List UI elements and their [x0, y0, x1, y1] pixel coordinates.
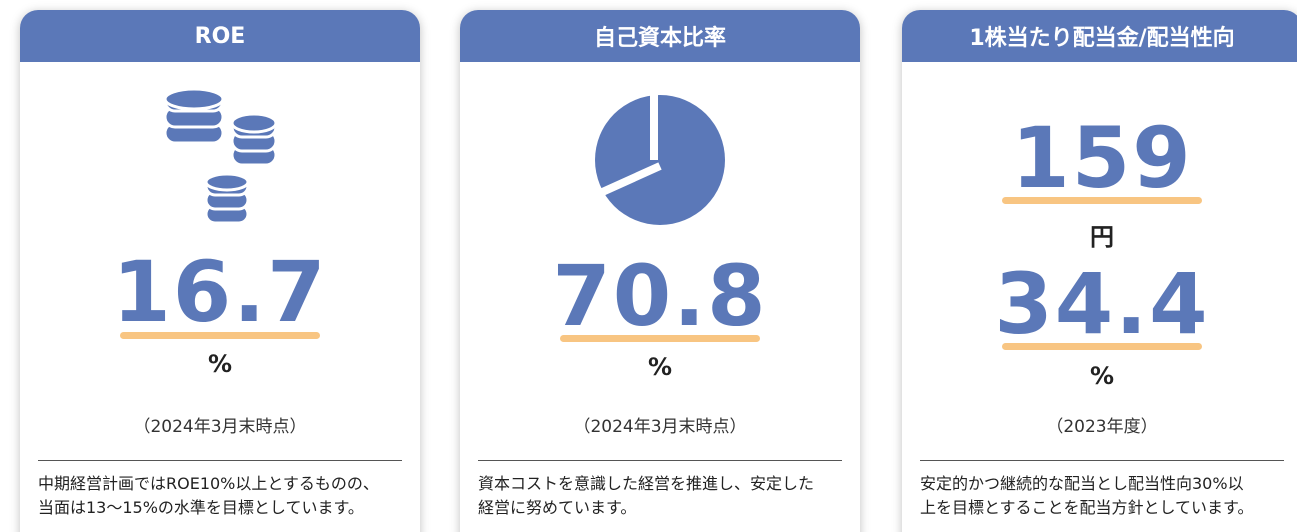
figure-value: 16.7: [112, 243, 328, 341]
description: 資本コストを意識した経営を推進し、安定した 経営に努めています。: [478, 472, 850, 520]
divider: [478, 460, 842, 461]
figure-value: 70.8: [552, 247, 768, 345]
description-line: 上を目標とすることを配当方針としています。: [920, 498, 1254, 517]
note: （2023年度）: [1046, 417, 1158, 437]
description-line: 当面は13～15%の水準を目標としています。: [38, 498, 364, 517]
card: 1株当たり配当金/配当性向 159 円 34.4 % （2023年度） 安定的か…: [902, 10, 1297, 532]
note: （2024年3月末時点）: [573, 417, 747, 437]
figure-value: 159: [1011, 109, 1193, 207]
description-line: 経営に努めています。: [478, 498, 637, 517]
divider: [920, 460, 1284, 461]
figure-unit: %: [647, 353, 673, 381]
underline: [120, 332, 320, 339]
card-title: ROE: [20, 10, 420, 62]
pie-icon: [595, 95, 725, 225]
figure-unit: %: [207, 350, 233, 378]
description: 中期経営計画ではROE10%以上とするものの、 当面は13～15%の水準を目標と…: [38, 472, 410, 520]
description: 安定的かつ継続的な配当とし配当性向30%以 上を目標とすることを配当方針としてい…: [920, 472, 1292, 520]
description-line: 安定的かつ継続的な配当とし配当性向30%以: [920, 474, 1244, 493]
card-title: 1株当たり配当金/配当性向: [902, 10, 1297, 62]
coins-icon: [163, 87, 278, 225]
card-title: 自己資本比率: [460, 10, 860, 62]
underline: [560, 335, 760, 342]
divider: [38, 460, 402, 461]
note: （2024年3月末時点）: [133, 417, 307, 437]
underline: [1002, 197, 1202, 204]
figure-unit: %: [1089, 362, 1115, 390]
figure-value: 34.4: [994, 255, 1210, 353]
figure-unit: 円: [1090, 223, 1114, 251]
description-line: 中期経営計画ではROE10%以上とするものの、: [38, 474, 379, 493]
underline: [1002, 343, 1202, 350]
card: 自己資本比率 70.8 % （2024年3月末時点） 資本コストを意識した経営を…: [460, 10, 860, 532]
card: ROE 16.7 % （2024年3月末時点） 中期経営計画ではROE10%以上…: [20, 10, 420, 532]
description-line: 資本コストを意識した経営を推進し、安定した: [478, 474, 815, 493]
